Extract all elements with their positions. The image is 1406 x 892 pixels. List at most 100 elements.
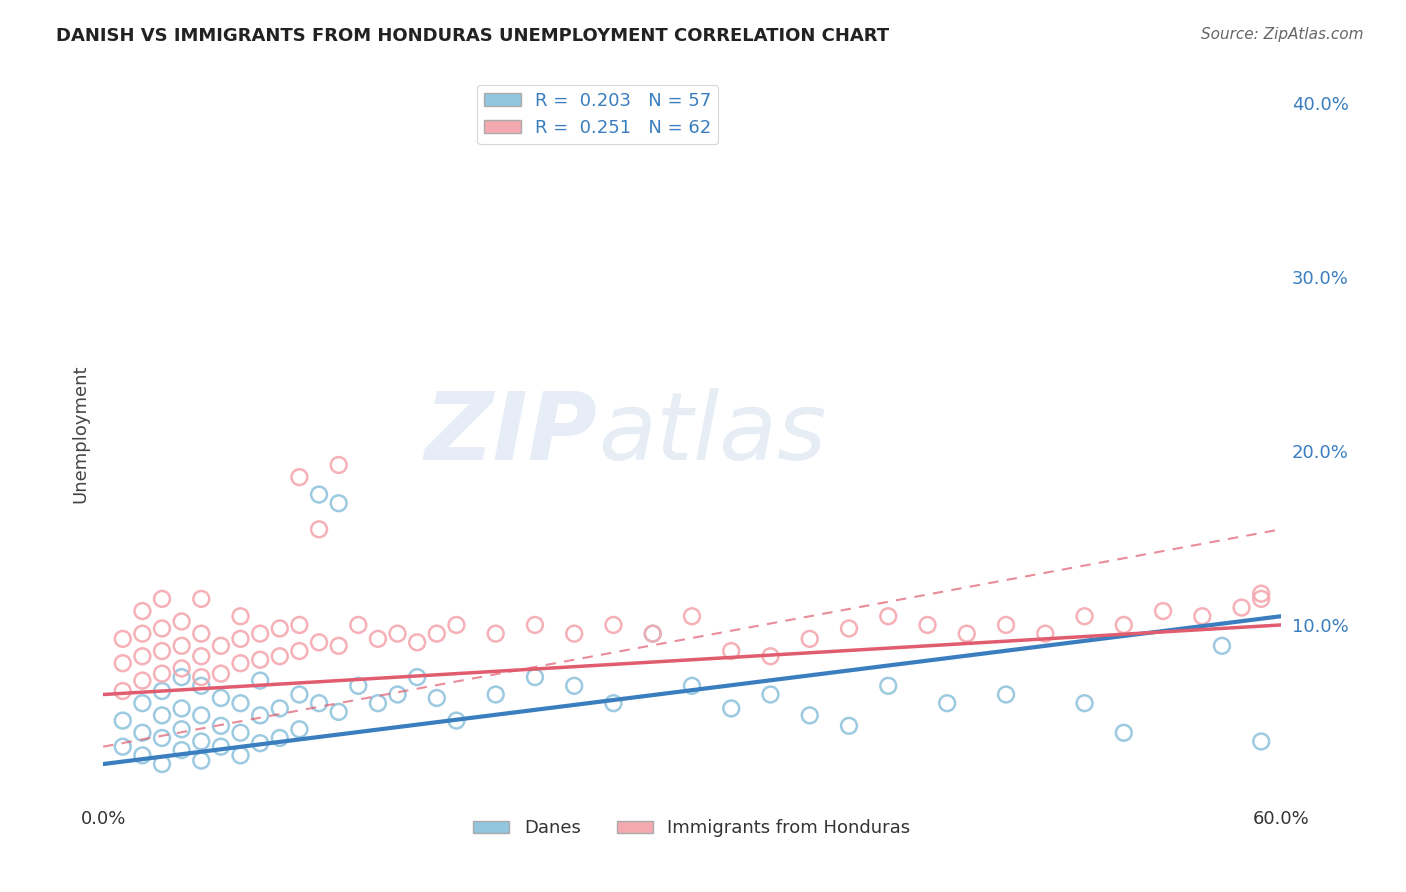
Point: [426, 690, 449, 705]
Point: [347, 679, 370, 693]
Point: [111, 714, 134, 728]
Point: [641, 626, 664, 640]
Point: [249, 653, 271, 667]
Point: [720, 701, 742, 715]
Point: [641, 626, 664, 640]
Point: [956, 626, 979, 640]
Point: [1250, 591, 1272, 606]
Point: [170, 701, 193, 715]
Point: [308, 487, 330, 501]
Point: [1033, 626, 1056, 640]
Point: [1152, 604, 1174, 618]
Point: [249, 626, 271, 640]
Point: [229, 696, 252, 710]
Point: [406, 635, 429, 649]
Point: [426, 626, 449, 640]
Point: [328, 639, 350, 653]
Point: [936, 696, 959, 710]
Point: [308, 635, 330, 649]
Point: [288, 618, 311, 632]
Point: [328, 705, 350, 719]
Point: [995, 618, 1018, 632]
Point: [485, 688, 508, 702]
Point: [269, 649, 291, 664]
Point: [367, 696, 389, 710]
Point: [288, 723, 311, 737]
Point: [523, 670, 546, 684]
Point: [229, 725, 252, 739]
Point: [1191, 609, 1213, 624]
Point: [347, 618, 370, 632]
Point: [328, 496, 350, 510]
Point: [562, 626, 585, 640]
Point: [131, 673, 153, 688]
Point: [190, 591, 212, 606]
Point: [387, 626, 409, 640]
Point: [269, 622, 291, 636]
Point: [485, 626, 508, 640]
Point: [446, 618, 468, 632]
Point: [229, 748, 252, 763]
Point: [1073, 609, 1095, 624]
Text: atlas: atlas: [598, 388, 825, 479]
Point: [111, 632, 134, 646]
Point: [1250, 734, 1272, 748]
Point: [446, 714, 468, 728]
Point: [170, 743, 193, 757]
Point: [838, 719, 860, 733]
Point: [150, 622, 173, 636]
Point: [877, 679, 900, 693]
Point: [308, 696, 330, 710]
Point: [877, 609, 900, 624]
Point: [681, 609, 703, 624]
Y-axis label: Unemployment: Unemployment: [72, 365, 89, 503]
Point: [150, 644, 173, 658]
Point: [229, 657, 252, 671]
Point: [111, 739, 134, 754]
Point: [367, 632, 389, 646]
Point: [269, 731, 291, 745]
Point: [111, 684, 134, 698]
Point: [406, 670, 429, 684]
Point: [190, 649, 212, 664]
Legend: Danes, Immigrants from Honduras: Danes, Immigrants from Honduras: [467, 812, 918, 845]
Point: [209, 639, 232, 653]
Point: [190, 679, 212, 693]
Point: [249, 736, 271, 750]
Point: [720, 644, 742, 658]
Text: DANISH VS IMMIGRANTS FROM HONDURAS UNEMPLOYMENT CORRELATION CHART: DANISH VS IMMIGRANTS FROM HONDURAS UNEMP…: [56, 27, 890, 45]
Point: [249, 708, 271, 723]
Point: [131, 748, 153, 763]
Point: [150, 708, 173, 723]
Point: [190, 670, 212, 684]
Point: [799, 708, 821, 723]
Point: [1211, 639, 1233, 653]
Point: [523, 618, 546, 632]
Point: [249, 673, 271, 688]
Point: [1112, 725, 1135, 739]
Point: [799, 632, 821, 646]
Point: [190, 626, 212, 640]
Point: [838, 622, 860, 636]
Point: [190, 754, 212, 768]
Point: [288, 644, 311, 658]
Point: [681, 679, 703, 693]
Point: [288, 688, 311, 702]
Point: [602, 696, 624, 710]
Point: [170, 670, 193, 684]
Point: [759, 649, 782, 664]
Point: [170, 661, 193, 675]
Point: [170, 723, 193, 737]
Point: [229, 632, 252, 646]
Point: [190, 708, 212, 723]
Point: [131, 696, 153, 710]
Point: [131, 604, 153, 618]
Point: [150, 684, 173, 698]
Point: [150, 591, 173, 606]
Point: [562, 679, 585, 693]
Point: [917, 618, 939, 632]
Point: [1073, 696, 1095, 710]
Point: [209, 666, 232, 681]
Point: [995, 688, 1018, 702]
Point: [1230, 600, 1253, 615]
